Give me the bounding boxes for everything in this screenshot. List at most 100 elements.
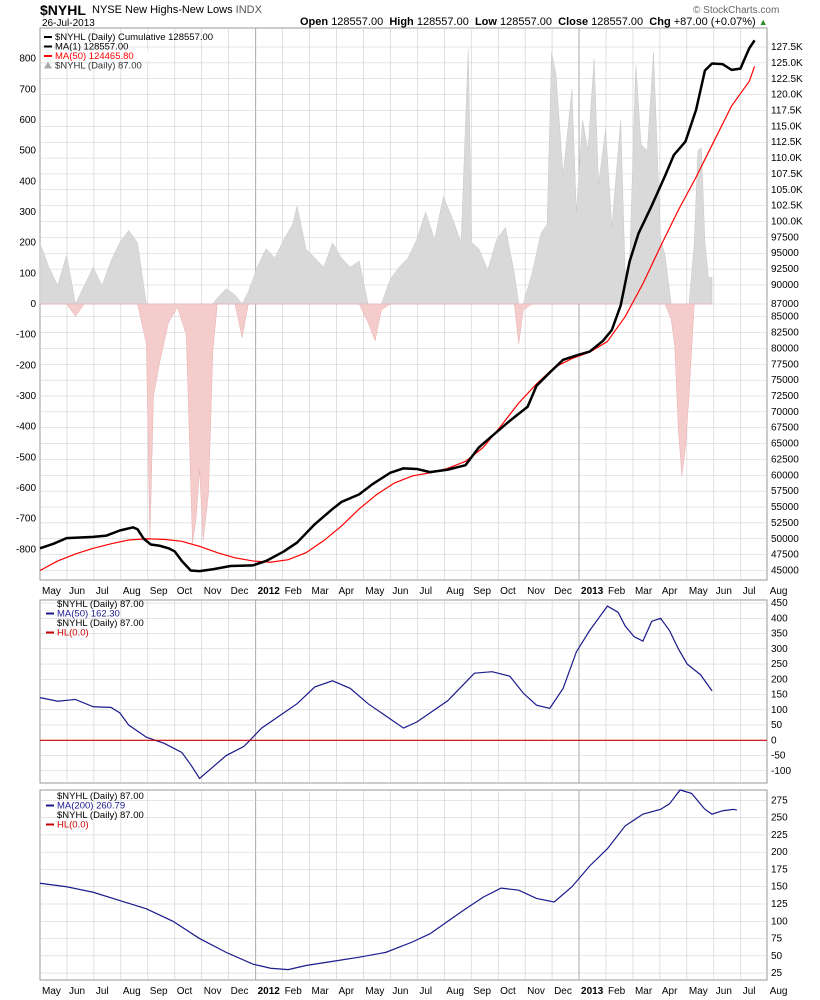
- x-tick-label: Aug: [770, 986, 788, 997]
- x-tick-label: Apr: [662, 986, 678, 997]
- ohlc-readout: Open 128557.00 High 128557.00 Low 128557…: [300, 16, 768, 28]
- right-tick-label: 275: [771, 795, 788, 806]
- left-tick-label: 300: [19, 207, 36, 218]
- x-tick-label: May: [42, 986, 61, 997]
- x-tick-label: Sep: [150, 586, 168, 597]
- chart-date: 26-Jul-2013: [42, 18, 95, 29]
- right-tick-label: 400: [771, 613, 788, 624]
- x-tick-label: May: [42, 586, 61, 597]
- legend-bg: [54, 51, 149, 61]
- right-tick-label: 52500: [771, 518, 799, 529]
- x-tick-label: Mar: [312, 586, 330, 597]
- open-label: Open: [300, 16, 329, 28]
- panel-frame-bottom: [39, 789, 768, 981]
- legend-entry-bottom: MA(200) 260.79: [57, 801, 125, 812]
- right-tick-label: 150: [771, 882, 788, 893]
- right-tick-label: 47500: [771, 550, 799, 561]
- right-tick-label: 125: [771, 899, 788, 910]
- right-tick-label: 55000: [771, 502, 799, 513]
- x-tick-label: Jul: [743, 586, 756, 597]
- close-label: Close: [558, 16, 589, 28]
- low-value: 128557.00: [500, 16, 553, 28]
- x-tick-label: Jun: [392, 986, 408, 997]
- x-tick-label: 2013: [581, 986, 604, 997]
- x-tick-label: Apr: [338, 586, 354, 597]
- right-tick-label: 65000: [771, 439, 799, 450]
- right-tick-label: 100: [771, 916, 788, 927]
- right-tick-label: 50000: [771, 534, 799, 545]
- legend-entry-bottom: $NYHL (Daily) 87.00: [57, 810, 144, 821]
- daily-area-negative: [40, 303, 713, 544]
- right-tick-label: 125.0K: [771, 58, 803, 69]
- x-tick-label: May: [365, 586, 384, 597]
- legend-entry-middle: $NYHL (Daily) 87.00: [57, 618, 144, 629]
- right-tick-label: -100: [771, 766, 791, 777]
- right-tick-label: 87000: [771, 299, 799, 310]
- x-tick-label: Feb: [608, 986, 626, 997]
- close-value: 128557.00: [591, 16, 644, 28]
- right-tick-label: 72500: [771, 391, 799, 402]
- right-tick-label: 200: [771, 674, 788, 685]
- right-tick-label: 350: [771, 629, 788, 640]
- left-tick-label: 700: [19, 84, 36, 95]
- left-tick-label: 400: [19, 176, 36, 187]
- exchange-text: INDX: [235, 4, 262, 16]
- legend-entry-middle: HL(0.0): [57, 628, 89, 639]
- x-tick-label: Sep: [473, 586, 491, 597]
- brand-label[interactable]: © StockCharts.com: [693, 5, 780, 16]
- x-tick-label: Aug: [446, 986, 464, 997]
- right-tick-label: 67500: [771, 423, 799, 434]
- chart-symbol: $NYHL: [40, 2, 86, 18]
- left-tick-label: -400: [16, 422, 36, 433]
- left-tick-label: -500: [16, 452, 36, 463]
- right-tick-label: 105.0K: [771, 185, 803, 196]
- right-tick-label: 300: [771, 644, 788, 655]
- description-text: NYSE New Highs-New Lows: [92, 4, 233, 16]
- left-tick-label: -600: [16, 483, 36, 494]
- right-tick-label: 120.0K: [771, 90, 803, 101]
- x-tick-label: Aug: [123, 986, 141, 997]
- x-tick-label: Aug: [770, 586, 788, 597]
- cumulative-line: [39, 39, 756, 573]
- right-tick-label: 80000: [771, 343, 799, 354]
- x-tick-label: Jul: [96, 586, 109, 597]
- ma50-red-line: [39, 66, 756, 572]
- right-tick-label: 117.5K: [771, 105, 802, 116]
- right-tick-label: 92500: [771, 264, 799, 275]
- x-tick-label: Nov: [527, 586, 545, 597]
- right-tick-label: 127.5K: [771, 42, 803, 53]
- left-tick-label: 0: [30, 299, 36, 310]
- right-tick-label: 110.0K: [771, 153, 802, 164]
- right-tick-label: 60000: [771, 470, 799, 481]
- right-tick-label: 70000: [771, 407, 799, 418]
- legend-entry-main: $NYHL (Daily) 87.00: [55, 61, 142, 72]
- x-tick-label: Oct: [177, 986, 193, 997]
- x-tick-label: May: [689, 986, 708, 997]
- chg-value: +87.00 (+0.07%): [673, 16, 756, 28]
- x-tick-label: Aug: [446, 586, 464, 597]
- high-value: 128557.00: [416, 16, 469, 28]
- x-tick-label: Apr: [662, 586, 678, 597]
- x-tick-label: Jul: [419, 586, 432, 597]
- x-tick-label: 2012: [258, 586, 281, 597]
- ma200-blue-line: [39, 789, 737, 971]
- right-tick-label: 175: [771, 864, 788, 875]
- legend-entry-main: $NYHL (Daily) Cumulative 128557.00: [55, 32, 213, 43]
- x-tick-label: Jul: [96, 986, 109, 997]
- x-tick-label: Nov: [204, 986, 222, 997]
- x-tick-label: Nov: [204, 586, 222, 597]
- legend-entry-middle: $NYHL (Daily) 87.00: [57, 599, 144, 610]
- left-tick-label: -200: [16, 360, 36, 371]
- right-tick-label: 200: [771, 847, 788, 858]
- chart-description: NYSE New Highs-New Lows INDX: [92, 4, 262, 16]
- x-tick-label: Jun: [716, 586, 732, 597]
- legend-entry-main: MA(50) 124465.80: [55, 51, 134, 62]
- right-tick-label: -50: [771, 751, 786, 762]
- right-tick-label: 77500: [771, 359, 799, 370]
- open-value: 128557.00: [331, 16, 384, 28]
- left-tick-label: 100: [19, 268, 36, 279]
- x-tick-label: Jun: [716, 986, 732, 997]
- x-tick-label: 2012: [258, 986, 281, 997]
- left-tick-label: 600: [19, 115, 36, 126]
